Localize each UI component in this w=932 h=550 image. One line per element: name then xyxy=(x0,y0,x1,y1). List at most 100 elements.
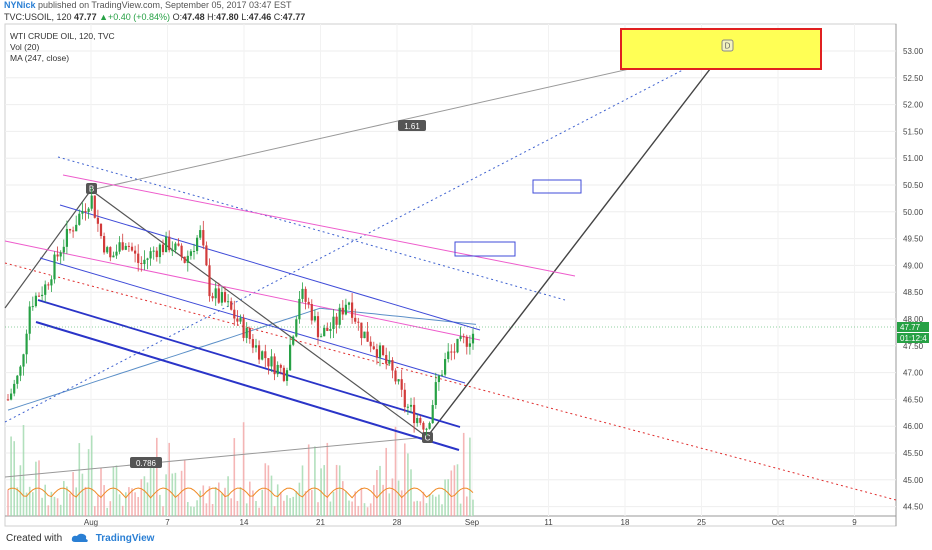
candle-body xyxy=(112,255,115,258)
candle-body xyxy=(341,307,344,315)
target-zone-d[interactable] xyxy=(620,28,822,70)
channel-line-2[interactable] xyxy=(39,257,466,384)
y-tick-label: 51.50 xyxy=(903,127,924,136)
y-tick-label: 47.50 xyxy=(903,342,924,351)
volume-bar xyxy=(224,487,226,516)
volume-bar xyxy=(218,482,220,516)
point-d-marker[interactable] xyxy=(721,39,734,52)
candle-body xyxy=(270,356,273,367)
fib-line-lower[interactable] xyxy=(4,436,428,478)
candle-body xyxy=(372,346,375,350)
volume-bar xyxy=(301,465,304,516)
volume-bar xyxy=(25,492,28,516)
x-tick-label: 21 xyxy=(316,518,325,527)
volume-bar xyxy=(19,465,22,516)
volume-bar xyxy=(236,500,239,516)
volume-bar xyxy=(307,444,310,516)
y-tick-label: 44.50 xyxy=(903,503,924,512)
tradingview-logo-text[interactable]: TradingView xyxy=(95,533,155,544)
target-box-upper[interactable] xyxy=(532,179,582,194)
candle-body xyxy=(338,307,341,325)
candle-body xyxy=(149,251,152,259)
volume-bar xyxy=(63,481,65,516)
volume-bar xyxy=(7,489,9,516)
countdown-tag-text: 01:12:4 xyxy=(900,334,927,343)
legend-volume[interactable]: Vol (20) xyxy=(10,42,40,52)
volume-bar xyxy=(397,480,400,516)
volume-bar xyxy=(357,505,360,516)
published-text: published on TradingView.com, September … xyxy=(38,0,292,10)
x-tick-label: 28 xyxy=(393,518,402,527)
pattern-leg-cd[interactable] xyxy=(426,46,728,438)
quote-bar: TVC:USOIL, 120 47.77 ▲+0.40 (+0.84%) O:4… xyxy=(0,11,932,23)
candle-body xyxy=(87,208,90,212)
volume-bar xyxy=(140,479,143,516)
pattern-leg-bc[interactable] xyxy=(90,189,428,438)
x-tick-label: Oct xyxy=(772,518,785,527)
blue-dotted-resistance[interactable] xyxy=(57,156,566,301)
red-dotted-trendline[interactable] xyxy=(4,262,897,501)
candle-body xyxy=(416,418,419,424)
low-value: 47.46 xyxy=(248,12,272,22)
candle-body xyxy=(258,345,261,360)
candle-body xyxy=(431,404,434,424)
legend-title[interactable]: WTI CRUDE OIL, 120, TVC xyxy=(10,31,115,41)
y-tick-label: 47.00 xyxy=(903,369,924,378)
channel-line-4[interactable] xyxy=(35,321,460,451)
volume-bar xyxy=(242,422,245,516)
tradingview-cloud-icon xyxy=(71,534,88,543)
created-with-text: Created with xyxy=(6,533,63,544)
volume-bar xyxy=(56,498,59,516)
volume-bar xyxy=(156,437,158,516)
legend-ma[interactable]: MA (247, close) xyxy=(10,53,70,63)
volume-bar xyxy=(450,470,453,516)
candle-body xyxy=(214,288,217,299)
volume-bar xyxy=(230,498,232,516)
channel-line-3[interactable] xyxy=(37,299,461,428)
fib-lower-label-bg xyxy=(130,457,162,468)
fib-line-upper[interactable] xyxy=(90,46,728,191)
volume-bar xyxy=(69,493,71,516)
volume-bar xyxy=(103,485,105,516)
high-value: 47.80 xyxy=(216,12,239,22)
candle-body xyxy=(13,383,16,394)
volume-bar xyxy=(75,487,77,516)
candle-body xyxy=(28,306,31,334)
y-tick-label: 49.00 xyxy=(903,261,924,270)
point-c-marker[interactable] xyxy=(422,432,433,443)
candle-body xyxy=(425,428,428,430)
close-label: C: xyxy=(273,12,283,22)
candle-body xyxy=(223,292,227,302)
volume-bar xyxy=(311,490,313,516)
candle-body xyxy=(397,379,400,382)
volume-bar xyxy=(44,484,46,516)
fib-upper-label: 1.61 xyxy=(404,122,420,131)
volume-bar xyxy=(400,490,403,516)
candle-body xyxy=(468,343,471,347)
candle-body xyxy=(96,217,99,224)
pattern-leg-xb[interactable] xyxy=(4,189,92,309)
author-name[interactable]: NYNick xyxy=(4,0,36,10)
volume-bar xyxy=(28,486,31,516)
candle-body xyxy=(465,336,468,347)
candle-body xyxy=(171,250,174,252)
volume-bar xyxy=(410,469,412,516)
candle-body xyxy=(6,399,10,401)
candle-body xyxy=(394,370,397,382)
candle-body xyxy=(19,366,22,376)
candle-body xyxy=(254,345,258,348)
symbol-label: TVC:USOIL, 120 xyxy=(4,12,72,22)
pink-line-upper[interactable] xyxy=(62,174,576,277)
volume-bar xyxy=(435,496,437,516)
pink-line-lower[interactable] xyxy=(4,240,481,341)
volume-bar xyxy=(413,501,415,516)
channel-line-1[interactable] xyxy=(59,204,481,331)
candle-body xyxy=(450,351,453,353)
candle-body xyxy=(56,254,59,257)
volume-bar xyxy=(342,481,344,516)
target-box-middle[interactable] xyxy=(454,241,516,257)
up-arrow-icon: ▲ xyxy=(99,12,109,22)
candle-body xyxy=(121,242,124,250)
volume-bar xyxy=(261,489,263,516)
